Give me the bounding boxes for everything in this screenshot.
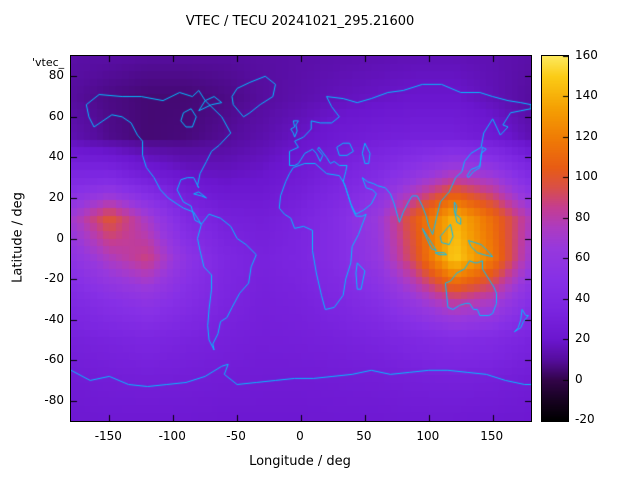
x-tick-label: 150 [480,429,504,443]
x-tick-label: 100 [416,429,440,443]
y-tick-label: 40 [48,149,64,164]
cb-tick-label: -20 [575,412,595,426]
y-tick-label: -20 [44,271,64,286]
y-tick-label: -40 [44,311,64,326]
y-tick-label: 80 [48,68,64,83]
cb-tick-label: 160 [575,48,598,62]
key-label: 'vtec_ [32,56,65,69]
cb-tick-label: 100 [575,169,598,184]
cb-tick-label: 20 [575,331,591,346]
x-tick-label: -100 [158,429,186,443]
colorbar-gradient [541,55,569,422]
y-tick-label: 0 [56,230,64,245]
cb-tick-label: 80 [575,209,591,224]
y-tick-label: 20 [48,189,64,204]
y-axis-label: Latitude / deg [10,192,26,283]
heatmap-canvas [70,55,532,422]
cb-tick-label: 0 [575,371,583,386]
x-tick-label: -50 [226,429,246,443]
cb-tick-label: 40 [575,290,591,305]
y-tick-label: -60 [44,352,64,367]
cb-tick-label: 60 [575,250,591,265]
y-tick-label: 60 [48,108,64,123]
chart-title: VTEC / TECU 20241021_295.21600 [185,14,415,29]
y-tick-label: -80 [44,392,64,407]
x-tick-label: 50 [356,429,372,443]
x-tick-label: 0 [296,429,304,443]
x-axis-label: Longitude / deg [249,454,351,469]
x-tick-label: -150 [94,429,122,443]
cb-tick-label: 140 [575,88,598,103]
cb-tick-label: 120 [575,128,598,143]
